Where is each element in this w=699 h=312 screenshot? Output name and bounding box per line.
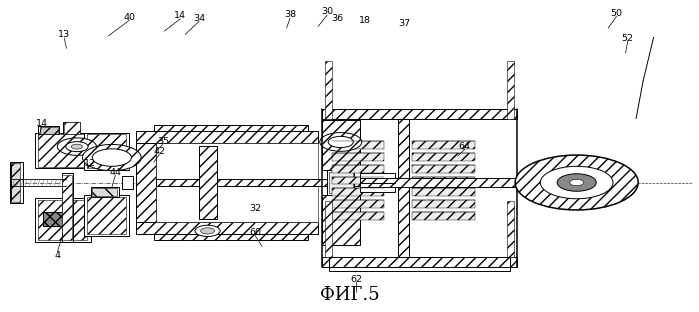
Bar	[62, 175, 72, 240]
Bar	[332, 200, 384, 208]
Circle shape	[570, 179, 584, 186]
Text: 32: 32	[249, 204, 261, 213]
Bar	[35, 133, 91, 168]
Circle shape	[320, 133, 362, 151]
Circle shape	[92, 149, 131, 166]
Bar	[360, 173, 395, 192]
Bar	[63, 122, 80, 134]
Text: 50: 50	[610, 9, 623, 17]
Text: ФИГ.5: ФИГ.5	[319, 286, 380, 304]
Bar	[136, 131, 318, 143]
Bar	[38, 134, 87, 167]
Bar	[84, 133, 129, 170]
Bar	[332, 165, 384, 173]
Bar	[92, 188, 117, 196]
Text: 52: 52	[621, 34, 634, 42]
Bar	[136, 222, 318, 234]
Text: 12: 12	[83, 159, 96, 168]
Bar	[412, 177, 475, 184]
Text: 35: 35	[157, 137, 169, 146]
Bar	[332, 177, 384, 184]
Circle shape	[66, 142, 88, 152]
Text: 13: 13	[58, 31, 71, 39]
Bar	[412, 141, 475, 149]
Bar	[507, 201, 514, 257]
Text: 4: 4	[55, 251, 60, 260]
Bar	[84, 195, 129, 236]
Circle shape	[57, 138, 96, 155]
Bar	[10, 162, 23, 203]
Bar	[322, 257, 517, 267]
Text: 37: 37	[398, 19, 410, 28]
Bar	[360, 178, 515, 187]
Circle shape	[195, 225, 220, 236]
Bar	[11, 163, 20, 202]
Bar	[322, 109, 517, 119]
Bar	[322, 195, 360, 245]
Bar	[412, 212, 475, 220]
Bar	[507, 61, 514, 119]
Bar	[154, 234, 308, 240]
Bar	[412, 153, 475, 161]
Circle shape	[540, 166, 613, 199]
Bar	[412, 165, 475, 173]
Text: 62: 62	[350, 275, 363, 284]
Bar	[329, 172, 353, 193]
Circle shape	[557, 174, 596, 191]
Bar	[156, 143, 318, 222]
Bar	[87, 134, 126, 168]
Bar	[43, 212, 71, 226]
Text: 14: 14	[36, 119, 48, 128]
Circle shape	[71, 144, 82, 149]
Bar	[412, 188, 475, 196]
Bar	[62, 173, 73, 242]
Bar	[38, 126, 59, 134]
Bar	[325, 201, 332, 257]
Bar	[327, 170, 354, 195]
Text: 64: 64	[459, 142, 471, 150]
Bar	[322, 120, 360, 170]
Bar	[329, 257, 510, 267]
Bar	[91, 187, 119, 197]
Bar	[136, 143, 156, 222]
Text: 30: 30	[321, 7, 333, 16]
Bar	[40, 127, 58, 134]
Bar	[329, 267, 510, 271]
Bar	[412, 200, 475, 208]
Circle shape	[82, 144, 141, 171]
Circle shape	[201, 228, 215, 234]
Bar	[332, 188, 384, 196]
Text: 40: 40	[123, 13, 136, 22]
Bar	[122, 176, 133, 189]
Bar	[199, 146, 217, 219]
Bar	[154, 125, 308, 131]
Text: 14: 14	[174, 11, 187, 20]
Bar	[64, 122, 80, 134]
Bar	[332, 212, 384, 220]
Text: 38: 38	[284, 11, 296, 19]
Bar	[332, 141, 384, 149]
Text: 42: 42	[153, 147, 166, 156]
Bar	[87, 197, 126, 234]
Bar	[156, 179, 366, 186]
Bar	[325, 61, 332, 119]
Circle shape	[515, 155, 638, 210]
Text: 36: 36	[331, 14, 343, 22]
Circle shape	[329, 136, 354, 148]
Bar	[398, 119, 409, 257]
Text: 44: 44	[109, 168, 122, 177]
Bar	[38, 200, 87, 240]
Text: 18: 18	[359, 16, 371, 25]
Bar	[35, 198, 91, 242]
Bar	[332, 153, 384, 161]
Text: 60: 60	[249, 228, 261, 237]
Text: 34: 34	[193, 14, 206, 22]
